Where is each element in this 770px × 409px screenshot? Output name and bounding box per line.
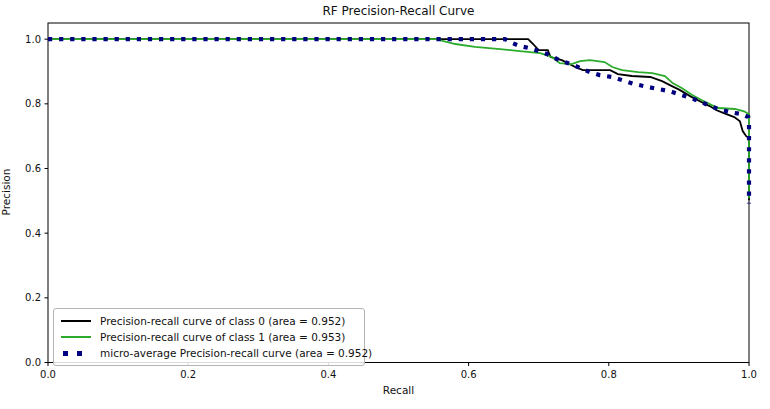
class0-line-swatch [61, 320, 91, 322]
series-class0 [48, 39, 749, 200]
y-tick-label: 1.0 [25, 34, 41, 45]
series-micro-average [48, 39, 749, 203]
legend-item-class1: Precision-recall curve of class 1 (area … [61, 329, 357, 345]
micro-average-dotted-swatch [61, 351, 91, 356]
x-tick-label: 0.2 [180, 369, 196, 380]
precision-recall-chart: RF Precision-Recall Curve 0.00.20.40.60.… [0, 0, 770, 409]
legend-item-micro-average: micro-average Precision-recall curve (ar… [61, 345, 357, 361]
legend-label-class1: Precision-recall curve of class 1 (area … [100, 331, 345, 343]
legend: Precision-recall curve of class 0 (area … [53, 308, 365, 366]
y-tick-label: 0.0 [25, 357, 41, 368]
x-tick-label: 0.0 [40, 369, 56, 380]
y-tick-label: 0.2 [25, 292, 41, 303]
y-tick-label: 0.8 [25, 98, 41, 109]
x-tick-label: 0.4 [320, 369, 336, 380]
x-axis-label: Recall [48, 384, 749, 396]
x-tick-label: 1.0 [741, 369, 757, 380]
class1-line-swatch [61, 336, 91, 338]
series-class1 [48, 39, 749, 198]
legend-label-micro-average: micro-average Precision-recall curve (ar… [100, 347, 372, 359]
x-tick-label: 0.8 [601, 369, 617, 380]
y-tick-label: 0.4 [25, 228, 41, 239]
legend-label-class0: Precision-recall curve of class 0 (area … [100, 315, 345, 327]
x-tick-label: 0.6 [461, 369, 477, 380]
y-axis-label: Precision [0, 156, 12, 228]
y-tick-label: 0.6 [25, 163, 41, 174]
legend-item-class0: Precision-recall curve of class 0 (area … [61, 313, 357, 329]
